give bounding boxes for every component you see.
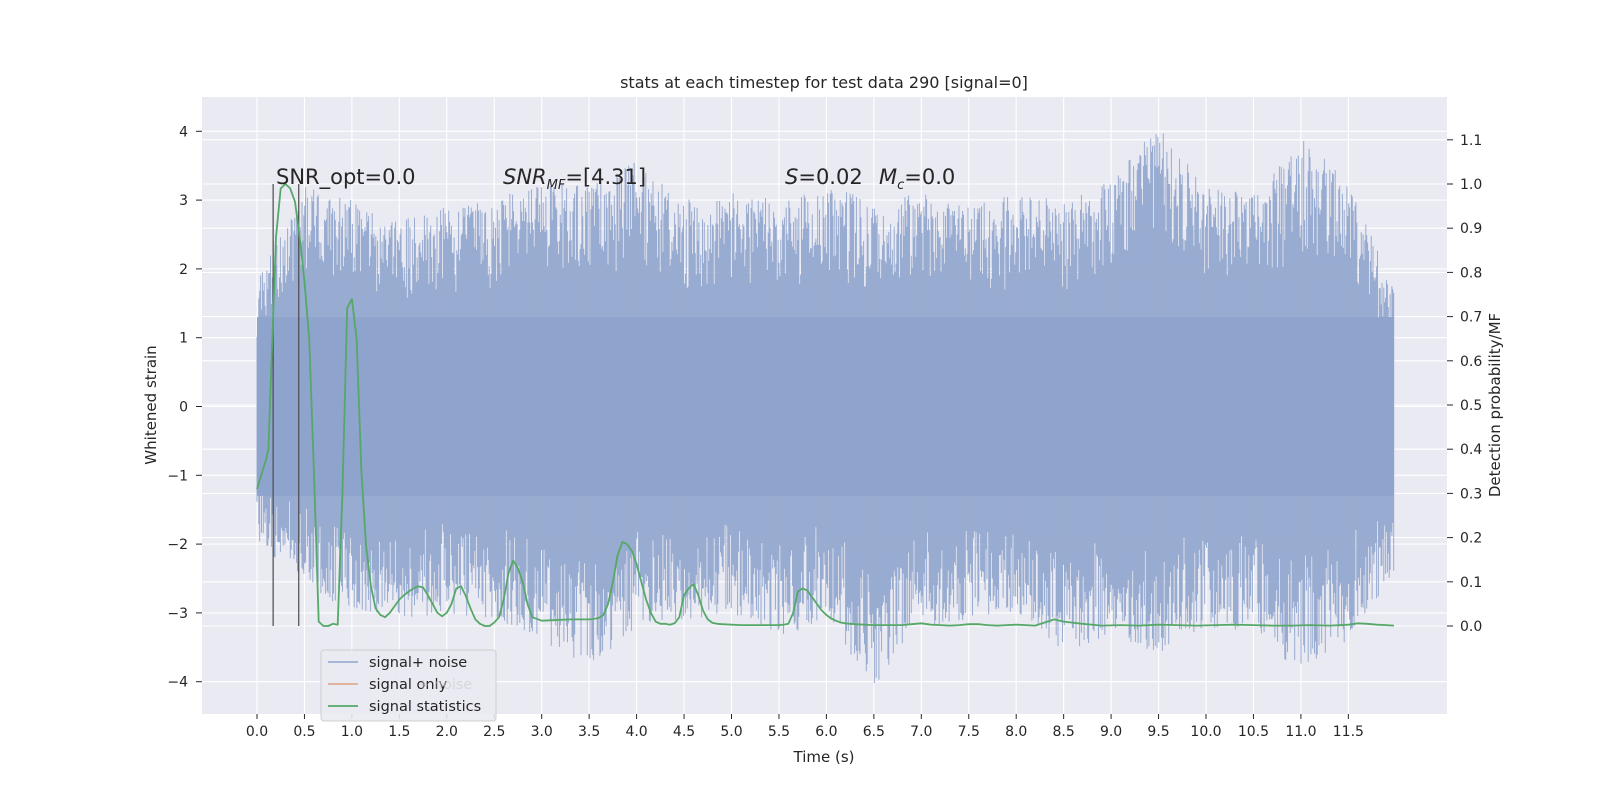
left-y-tick-label: −1 [167,468,188,484]
x-tick-label: 3.0 [531,724,553,740]
x-tick-label: 0.0 [246,724,268,740]
left-y-axis-ticks: 4 3 2 1 0 −1 −2 −3 −4 [167,124,202,691]
x-tick-label: 8.0 [1005,724,1027,740]
legend-box [320,649,497,722]
right-y-tick-label: 1.0 [1460,177,1482,193]
signal-statistics-line [256,183,1394,627]
x-tick-label: 6.5 [863,724,885,740]
x-tick-label: 11.5 [1333,724,1364,740]
annotation-snr-mf-value: =[4.31] [565,165,646,189]
x-tick-label: 6.0 [815,724,837,740]
x-tick-label: 1.0 [341,724,363,740]
right-y-tick-label: 0.6 [1460,354,1482,370]
x-tick-label: 4.0 [625,724,647,740]
x-tick-label: 10.0 [1190,724,1221,740]
left-y-tick-label: −3 [167,606,188,622]
x-tick-label: 11.0 [1285,724,1316,740]
legend: signal+ noise signal only + noise signal… [320,649,497,722]
x-tick-label: 5.0 [720,724,742,740]
x-axis-label: Time (s) [793,748,855,766]
left-y-axis-label: Whitened strain [142,345,160,464]
x-axis-ticks: 0.0 0.5 1.0 1.5 2.0 2.5 3.0 3.5 4.0 4.5 5.0 5.5 6.0 6… [246,714,1364,740]
left-y-tick-label: 1 [179,331,188,347]
signal-statistics-series [256,183,1394,627]
x-tick-label: 1.5 [388,724,410,740]
annotation-s: S=0.02 [785,165,863,189]
left-y-tick-label: −2 [167,537,188,553]
annotation-snr-mf-subscript: MF [547,178,566,193]
x-tick-label: 5.5 [768,724,790,740]
signal-plus-noise-series [256,133,1395,684]
right-y-tick-label: 0.7 [1460,310,1482,326]
right-y-tick-label: 0.9 [1460,221,1482,237]
legend-label-signal-statistics: signal statistics [369,699,481,715]
legend-label-signal-plus-noise: signal+ noise [369,655,467,671]
chart-title: stats at each timestep for test data 290… [620,73,1028,92]
annotation-mc: Mc=0.0 [879,165,955,193]
x-tick-label: 8.5 [1053,724,1075,740]
vertical-markers [272,184,300,626]
annotation-mc-value: =0.0 [904,165,955,189]
right-y-tick-label: 0.8 [1460,265,1482,281]
x-tick-label: 10.5 [1238,724,1269,740]
x-tick-label: 9.5 [1147,724,1169,740]
annotation-snr-opt: SNR_opt=0.0 [276,165,416,190]
signal-plus-noise-core [257,317,1394,496]
x-tick-label: 7.0 [910,724,932,740]
legend-label-signal-only: signal only [369,677,448,693]
x-tick-label: 2.5 [483,724,505,740]
left-y-tick-label: 4 [179,124,188,140]
right-y-tick-label: 0.1 [1460,575,1482,591]
annotation-s-value: =0.02 [798,165,862,189]
left-y-tick-label: 3 [179,193,188,209]
annotation-s-symbol: S [785,165,798,189]
right-y-tick-label: 0.5 [1460,398,1482,414]
annotation-mc-subscript: c [897,178,904,193]
x-tick-label: 9.0 [1100,724,1122,740]
left-y-tick-label: −4 [167,675,188,691]
left-y-tick-label: 0 [179,400,188,416]
x-tick-label: 4.5 [673,724,695,740]
x-tick-label: 3.5 [578,724,600,740]
right-y-tick-label: 0.4 [1460,442,1482,458]
legend-ghost-text: + noise [417,677,472,693]
annotation-snr-mf: SNRMF=[4.31] [503,165,646,193]
right-y-tick-label: 0.0 [1460,619,1482,635]
x-tick-label: 0.5 [293,724,315,740]
right-y-axis-ticks: 1.1 1.0 0.9 0.8 0.7 0.6 0.5 0.4 0.3 0.2 0.1 0.0 [1447,133,1482,635]
right-y-tick-label: 1.1 [1460,133,1482,149]
right-y-axis-label: Detection probability/MF [1486,313,1504,497]
right-y-tick-label: 0.3 [1460,486,1482,502]
annotation-mc-symbol: M [879,165,897,189]
annotation-snr-mf-symbol: SNR [503,165,547,189]
x-tick-label: 2.0 [436,724,458,740]
left-y-tick-label: 2 [179,262,188,278]
x-tick-label: 7.5 [958,724,980,740]
right-y-tick-label: 0.2 [1460,531,1482,547]
